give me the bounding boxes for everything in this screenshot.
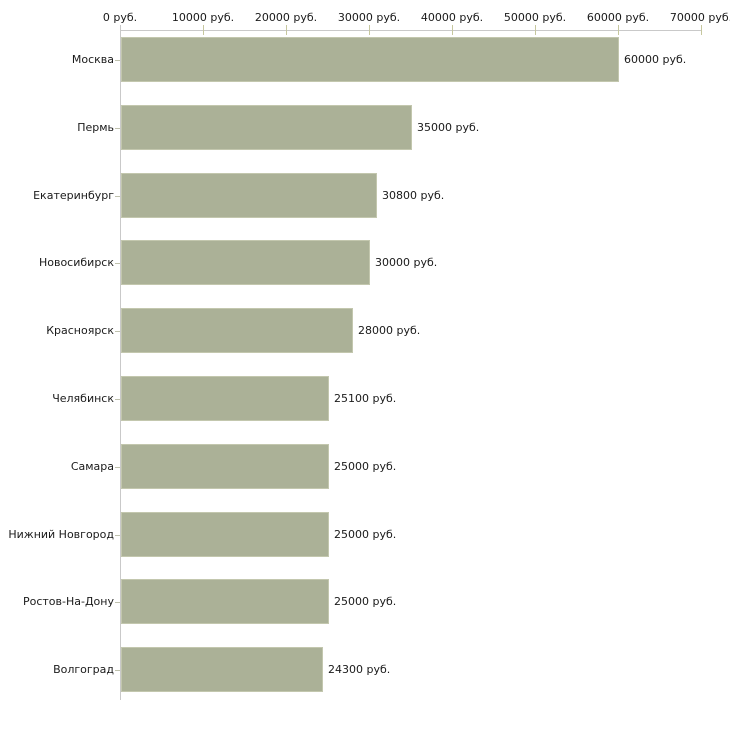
value-label: 28000 руб.: [358, 324, 421, 337]
category-tick-mark: [115, 535, 120, 536]
value-label: 35000 руб.: [417, 121, 480, 134]
value-label: 25000 руб.: [334, 460, 397, 473]
category-label: Пермь: [77, 121, 114, 134]
bar: [121, 444, 329, 489]
bar: [121, 173, 377, 218]
category-tick-mark: [115, 263, 120, 264]
x-tick-mark: [618, 25, 619, 35]
bar: [121, 240, 370, 285]
category-tick-mark: [115, 128, 120, 129]
y-axis-line: [120, 25, 121, 700]
category-label: Челябинск: [52, 392, 114, 405]
category-label: Нижний Новгород: [8, 528, 114, 541]
category-tick-mark: [115, 196, 120, 197]
x-tick-mark: [203, 25, 204, 35]
bar: [121, 105, 412, 150]
x-tick-label: 60000 руб.: [586, 11, 650, 24]
bar: [121, 579, 329, 624]
bar: [121, 512, 329, 557]
x-tick-mark: [535, 25, 536, 35]
x-tick-label: 70000 руб.: [669, 11, 730, 24]
category-tick-mark: [115, 399, 120, 400]
x-tick-label: 40000 руб.: [420, 11, 484, 24]
value-label: 24300 руб.: [328, 663, 391, 676]
category-label: Волгоград: [53, 663, 114, 676]
category-tick-mark: [115, 467, 120, 468]
x-tick-mark: [701, 25, 702, 35]
value-label: 30000 руб.: [375, 256, 438, 269]
category-tick-mark: [115, 670, 120, 671]
category-label: Красноярск: [46, 324, 114, 337]
x-tick-label: 30000 руб.: [337, 11, 401, 24]
category-tick-mark: [115, 60, 120, 61]
bar: [121, 376, 329, 421]
x-axis-line: [120, 30, 702, 31]
category-tick-mark: [115, 602, 120, 603]
category-label: Самара: [70, 460, 114, 473]
x-tick-label: 0 руб.: [102, 11, 138, 24]
x-tick-label: 20000 руб.: [254, 11, 318, 24]
value-label: 60000 руб.: [624, 53, 687, 66]
value-label: 25000 руб.: [334, 528, 397, 541]
bar: [121, 37, 619, 82]
x-tick-label: 10000 руб.: [171, 11, 235, 24]
category-label: Москва: [71, 53, 114, 66]
x-tick-mark: [369, 25, 370, 35]
category-label: Ростов-На-Дону: [22, 595, 114, 608]
category-tick-mark: [115, 331, 120, 332]
x-tick-label: 50000 руб.: [503, 11, 567, 24]
value-label: 30800 руб.: [382, 189, 445, 202]
value-label: 25000 руб.: [334, 595, 397, 608]
bar: [121, 308, 353, 353]
value-label: 25100 руб.: [334, 392, 397, 405]
category-label: Новосибирск: [38, 256, 114, 269]
x-tick-mark: [452, 25, 453, 35]
bar: [121, 647, 323, 692]
category-label: Екатеринбург: [33, 189, 114, 202]
x-tick-mark: [286, 25, 287, 35]
